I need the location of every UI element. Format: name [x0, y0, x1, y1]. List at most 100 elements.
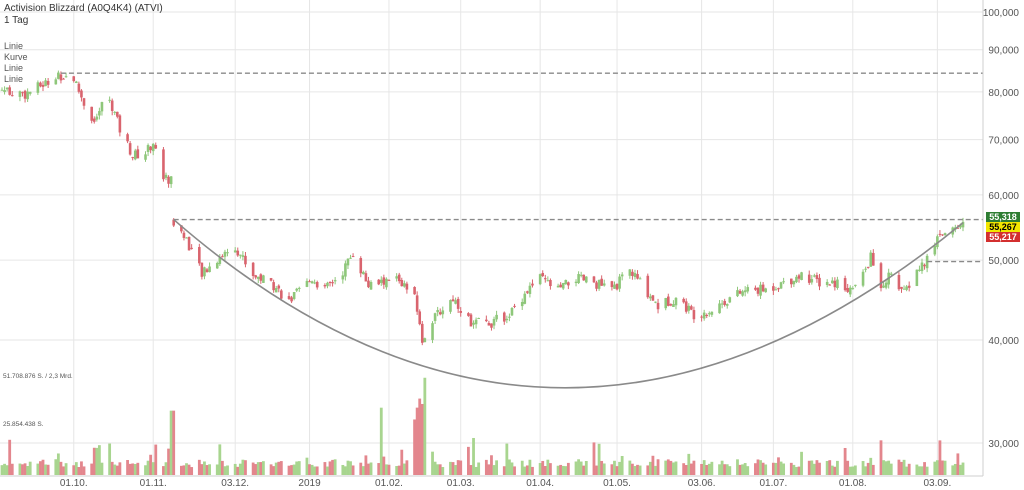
volume-bar	[579, 461, 583, 475]
candle-body	[28, 91, 32, 94]
volume-bar	[812, 463, 816, 475]
volume-bar	[367, 463, 370, 475]
volume-bar	[418, 398, 422, 475]
volume-bar	[261, 461, 265, 475]
candle-body	[682, 298, 685, 303]
volume-bar	[162, 466, 165, 475]
volume-bar	[618, 461, 622, 475]
volume-bar	[897, 459, 901, 475]
x-tick-label: 01.10.	[60, 478, 88, 489]
candle-body	[690, 306, 693, 310]
volume-bar	[36, 463, 40, 475]
candle-body	[756, 287, 760, 294]
drawing-tool-curve[interactable]: Kurve	[4, 52, 28, 62]
volume-bar	[172, 410, 176, 475]
volume-bar	[918, 466, 921, 475]
volume-bar	[154, 444, 158, 475]
volume-bar	[472, 437, 475, 475]
candle-body	[761, 284, 765, 292]
candle-body	[21, 92, 24, 94]
candle-body	[256, 276, 260, 279]
volume-bar	[215, 464, 219, 475]
volume-bar	[508, 459, 511, 475]
candle-body	[851, 288, 855, 290]
volume-bar	[331, 459, 334, 475]
x-tick-label: 01.11.	[140, 478, 167, 489]
candle-body	[618, 276, 621, 289]
volume-bar	[674, 461, 678, 475]
candle-body	[397, 274, 401, 282]
volume-bar	[728, 466, 732, 475]
candle-body	[454, 300, 457, 304]
volume-bar	[46, 464, 50, 475]
candle-body	[164, 174, 168, 178]
volume-bar	[328, 461, 332, 475]
candle-body	[654, 301, 657, 303]
candle-body	[492, 318, 496, 326]
candle-body	[315, 282, 319, 288]
candle-body	[920, 262, 924, 272]
candle-body	[57, 72, 60, 79]
candle-body	[736, 290, 739, 297]
candle-body	[615, 283, 619, 290]
volume-bar	[218, 444, 222, 475]
candle-body	[215, 262, 219, 269]
volume-bar	[241, 459, 245, 475]
volume-bar	[200, 464, 204, 475]
volume-bar	[543, 466, 547, 475]
candle-body	[262, 275, 265, 283]
candle-body	[905, 286, 908, 290]
volume-bar	[251, 462, 255, 475]
candle-body	[187, 236, 191, 251]
candle-body	[790, 278, 793, 285]
candle-body	[485, 319, 488, 322]
candle-body	[331, 282, 334, 284]
candle-body	[936, 236, 939, 248]
candle-body	[259, 274, 263, 281]
volume-bar	[559, 464, 563, 475]
chart-interval[interactable]: 1 Tag	[4, 15, 29, 26]
volume-bar	[5, 465, 9, 475]
volume-bar	[615, 466, 619, 475]
candle-body	[543, 278, 547, 280]
volume-bar	[400, 449, 404, 475]
candle-body	[741, 291, 744, 296]
candle-body	[651, 295, 655, 301]
volume-bar	[884, 461, 888, 475]
candle-body	[779, 282, 783, 289]
drawing-tool-line-1[interactable]: Linie	[4, 41, 24, 51]
volume-bar	[707, 463, 711, 475]
volume-bar	[564, 466, 568, 475]
candle-body	[943, 233, 947, 236]
volume-bar	[72, 465, 76, 475]
volume-bar	[495, 460, 498, 475]
candle-body	[649, 296, 652, 299]
candle-body	[600, 278, 603, 286]
volume-bar	[133, 463, 137, 475]
volume-bar	[274, 462, 278, 475]
volume-bar	[879, 440, 883, 475]
volume-bar	[92, 447, 96, 475]
volume-bar	[474, 466, 478, 475]
volume-bar	[807, 460, 811, 475]
volume-bar	[920, 466, 924, 475]
volume-bar	[777, 457, 780, 475]
drawing-tool-line-3[interactable]: Linie	[4, 74, 24, 84]
volume-bar	[233, 463, 237, 475]
volume-bar	[782, 463, 786, 475]
candle-body	[702, 312, 706, 319]
volume-bar	[577, 459, 580, 475]
volume-bar	[144, 465, 147, 475]
candle-body	[449, 300, 452, 312]
volume-bar	[113, 464, 117, 475]
volume-bar	[774, 462, 778, 475]
volume-bar	[943, 460, 947, 475]
candle-body	[656, 302, 660, 310]
volume-bar	[315, 466, 319, 475]
volume-bar	[851, 466, 855, 475]
volume-bar	[333, 459, 337, 475]
drawing-tool-line-2[interactable]: Linie	[4, 63, 24, 73]
candle-body	[495, 314, 498, 320]
